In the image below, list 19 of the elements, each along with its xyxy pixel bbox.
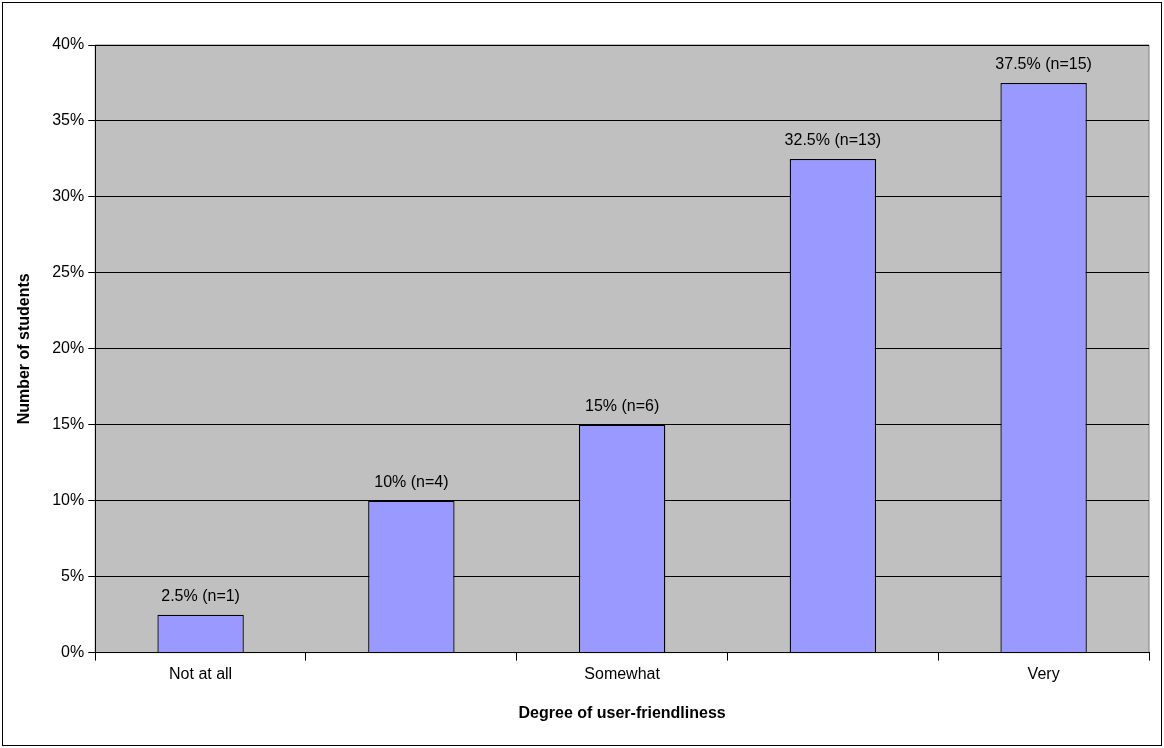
y-tick-label: 40%	[52, 35, 85, 53]
data-label: 10% (n=4)	[374, 473, 449, 491]
y-tick-label: 5%	[61, 567, 85, 585]
x-tick-label: Somewhat	[584, 664, 661, 682]
data-label: 2.5% (n=1)	[161, 587, 240, 605]
y-tick-label: 0%	[61, 643, 85, 661]
x-tick-label: Very	[1027, 664, 1060, 682]
y-tick-label: 25%	[52, 263, 85, 281]
data-label: 32.5% (n=13)	[784, 131, 882, 149]
y-tick-label: 20%	[52, 339, 85, 357]
y-tick-label: 10%	[52, 491, 85, 509]
data-label: 37.5% (n=15)	[995, 55, 1092, 73]
y-tick-label: 35%	[52, 111, 85, 129]
x-axis-title: Degree of user-friendliness	[518, 703, 726, 721]
y-tick-label: 30%	[52, 187, 85, 205]
y-tick-label: 15%	[52, 415, 85, 433]
y-axis-title: Number of students	[15, 273, 33, 425]
data-label: 15% (n=6)	[584, 397, 660, 415]
x-tick-label: Not at all	[169, 664, 233, 682]
